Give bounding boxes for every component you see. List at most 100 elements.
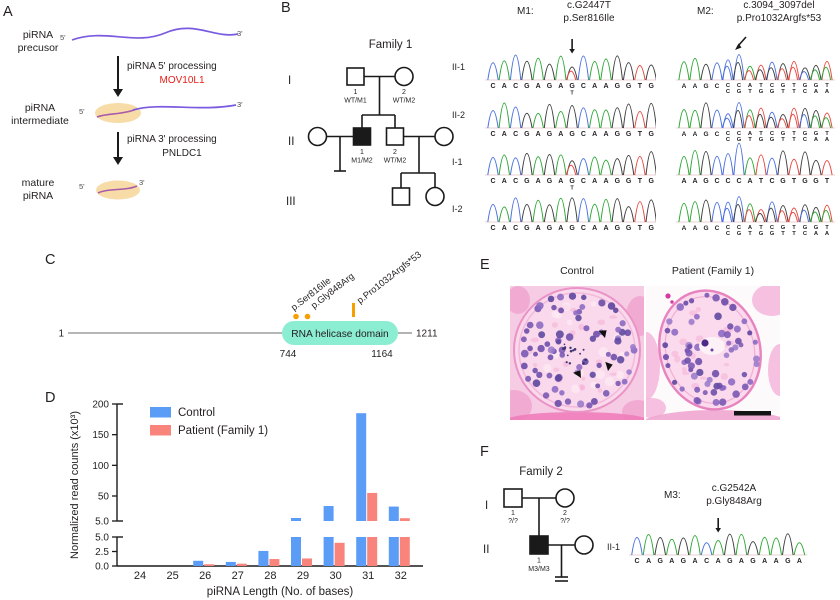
svg-text:G: G — [648, 83, 654, 90]
svg-text:2.5: 2.5 — [95, 547, 109, 558]
svg-text:II: II — [483, 544, 489, 556]
svg-text:1211: 1211 — [416, 329, 438, 340]
svg-text:A: A — [747, 178, 752, 185]
svg-text:2: 2 — [402, 89, 406, 96]
svg-text:T: T — [748, 231, 752, 237]
histology-title-patient: Patient (Family 1) — [671, 265, 755, 277]
svg-text:G: G — [626, 178, 632, 185]
svg-text:G: G — [615, 83, 621, 90]
panel-d-label: D — [45, 390, 56, 406]
pirna-length-chart: 5.0 50 100 150 200 0.0 2.5 5.0 24 25 26 27 28 29 30 31 3… — [69, 400, 423, 598]
enzyme-mov10l1: MOV10L1 — [159, 75, 205, 86]
svg-text:C: C — [581, 225, 586, 232]
svg-text:T: T — [825, 83, 829, 89]
svg-text:A: A — [739, 558, 744, 565]
svg-text:WT/M2: WT/M2 — [384, 158, 407, 165]
svg-text:G: G — [785, 558, 791, 565]
svg-text:A: A — [682, 131, 687, 138]
svg-text:G: G — [802, 178, 808, 185]
svg-text:T: T — [638, 131, 643, 138]
svg-text:G: G — [814, 131, 819, 137]
svg-text:A: A — [681, 178, 686, 185]
svg-text:p.Pro1032Argfs*53: p.Pro1032Argfs*53 — [355, 249, 423, 305]
svg-text:C: C — [725, 178, 730, 185]
svg-text:C: C — [726, 225, 731, 231]
svg-text:G: G — [703, 178, 709, 185]
chromatogram-m1: II-1C A C G A G A GTC A A G G T GII-2C A C G A G A G C A A G G T GI… — [452, 39, 656, 232]
m1-name: M1: — [517, 6, 534, 17]
svg-text:A: A — [693, 131, 698, 138]
svg-text:G: G — [569, 83, 575, 90]
svg-text:C: C — [513, 178, 518, 185]
svg-text:C: C — [737, 225, 742, 231]
svg-text:A: A — [502, 83, 507, 90]
svg-text:T: T — [792, 89, 796, 95]
svg-text:T: T — [638, 225, 643, 232]
svg-text:C: C — [737, 131, 742, 137]
svg-text:27: 27 — [232, 570, 244, 582]
svg-text:C: C — [726, 83, 731, 89]
svg-text:1: 1 — [537, 558, 541, 565]
svg-text:T: T — [781, 89, 785, 95]
svg-text:C: C — [714, 178, 719, 185]
panel-f-label: F — [480, 444, 489, 460]
svg-text:Control: Control — [178, 407, 215, 419]
stage-mature-pirna: mature piRNA — [21, 177, 55, 202]
svg-text:T: T — [781, 231, 785, 237]
svg-text:C: C — [803, 231, 808, 237]
svg-text:RNA helicase domain: RNA helicase domain — [291, 329, 388, 340]
svg-text:M3/M3: M3/M3 — [528, 566, 550, 573]
svg-text:G: G — [703, 131, 708, 138]
svg-text:G: G — [547, 178, 553, 185]
svg-text:31: 31 — [362, 570, 374, 582]
svg-text:2: 2 — [563, 510, 567, 517]
panel-a-label: A — [3, 4, 13, 20]
svg-text:G: G — [648, 178, 654, 185]
chromatogram-m3: II-1C A G A G A C A G A G A A G A — [607, 518, 808, 565]
svg-text:G: G — [759, 231, 764, 237]
five-prime-label: 5' — [79, 107, 85, 116]
chromatogram-row-II-2: II-2C A C G A G A G C A A G G T G — [452, 102, 656, 138]
svg-text:C: C — [726, 89, 731, 95]
svg-text:G: G — [657, 558, 663, 565]
svg-text:A: A — [536, 225, 541, 232]
svg-text:I-1: I-1 — [452, 157, 463, 167]
panel-c-label: C — [45, 252, 56, 268]
svg-text:G: G — [803, 225, 808, 231]
svg-text:A: A — [536, 178, 541, 185]
five-prime-label: 5' — [60, 33, 66, 42]
svg-text:G: G — [781, 225, 786, 231]
chromatogram-row-II-1: II-1C A C G A G A GTC A A G G T G — [452, 39, 656, 97]
svg-text:III: III — [286, 196, 296, 208]
svg-text:A: A — [592, 178, 597, 185]
svg-text:A: A — [825, 231, 830, 237]
svg-text:28: 28 — [264, 570, 276, 582]
svg-text:T: T — [748, 137, 752, 143]
svg-text:T: T — [759, 178, 764, 185]
svg-text:G: G — [781, 83, 786, 89]
svg-text:C: C — [513, 225, 518, 232]
svg-text:A: A — [825, 89, 830, 95]
svg-text:5.0: 5.0 — [95, 533, 109, 544]
svg-text:29: 29 — [297, 570, 309, 582]
svg-text:A: A — [814, 89, 819, 95]
svg-text:G: G — [803, 83, 808, 89]
svg-text:A: A — [603, 83, 608, 90]
svg-text:G: G — [547, 225, 553, 232]
pirna-pathway-graphic — [71, 27, 239, 200]
svg-text:C: C — [715, 225, 720, 232]
svg-text:G: G — [648, 131, 654, 138]
svg-text:G: G — [814, 225, 819, 231]
svg-text:G: G — [737, 137, 742, 143]
svg-text:G: G — [770, 89, 775, 95]
svg-text:T: T — [792, 231, 796, 237]
svg-text:T: T — [570, 186, 574, 192]
svg-text:C: C — [490, 131, 495, 138]
svg-text:A: A — [592, 83, 597, 90]
svg-text:II-2: II-2 — [452, 110, 465, 120]
svg-text:G: G — [524, 178, 530, 185]
